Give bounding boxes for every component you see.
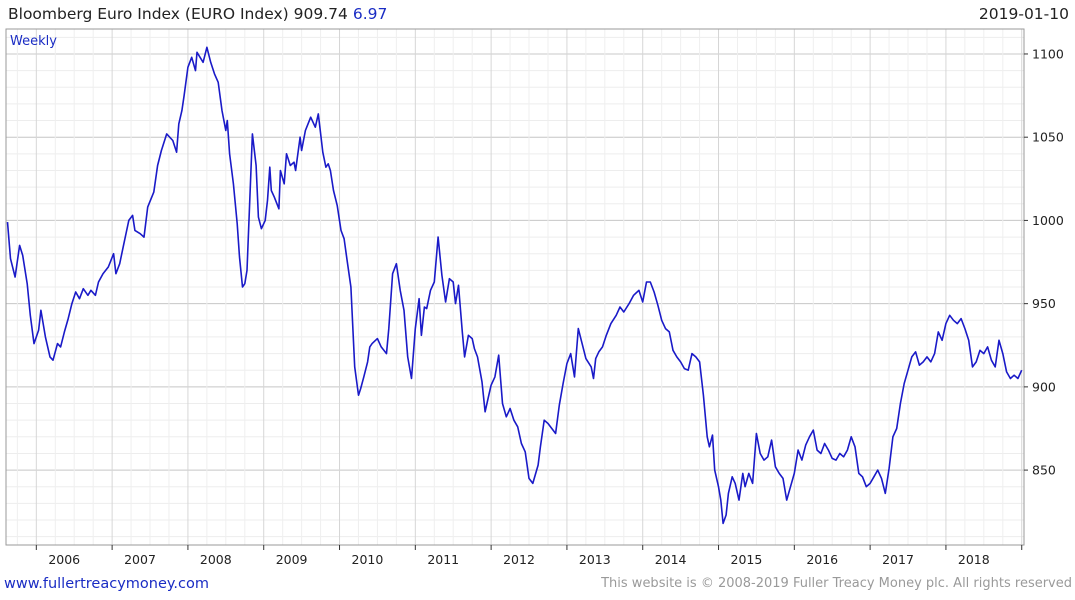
y-tick-label: 1100 (1032, 46, 1064, 61)
x-tick-label: 2016 (806, 552, 838, 567)
y-tick-label: 1000 (1032, 213, 1064, 228)
y-axis: 850 900 950 1000 1050 1100 (1024, 46, 1064, 478)
series-line (6, 46, 1023, 525)
x-axis: 2006 2007 2008 2009 2010 2011 2012 2013 2014 2015… (35, 545, 1023, 567)
index-name: Bloomberg Euro Index (EURO Index) (8, 5, 289, 23)
y-tick-label: 1050 (1032, 130, 1064, 145)
website-link[interactable]: www.fullertreacymoney.com (4, 576, 209, 592)
x-tick-label: 2017 (882, 552, 914, 567)
change-value: 6.97 (352, 5, 388, 23)
last-value: 909.74 (293, 5, 348, 23)
x-tick-label: 2010 (352, 552, 384, 567)
chart-date: 2019-01-10 (978, 5, 1069, 23)
x-tick-label: 2007 (124, 552, 156, 567)
x-tick-label: 2012 (503, 552, 535, 567)
y-tick-label: 850 (1032, 463, 1056, 478)
x-tick-label: 2006 (48, 552, 80, 567)
frequency-label: Weekly (10, 34, 57, 49)
chart-title: Bloomberg Euro Index (EURO Index) 909.74… (8, 5, 387, 23)
x-tick-label: 2008 (200, 552, 232, 567)
y-tick-label: 950 (1032, 296, 1056, 311)
x-tick-label: 2009 (276, 552, 308, 567)
x-tick-label: 2011 (427, 552, 459, 567)
x-tick-label: 2014 (655, 552, 687, 567)
x-tick-label: 2015 (731, 552, 763, 567)
copyright-notice: This website is © 2008-2019 Fuller Treac… (601, 576, 1072, 591)
x-tick-label: 2013 (579, 552, 611, 567)
grid-lines (6, 29, 1024, 545)
x-tick-label: 2018 (958, 552, 990, 567)
y-tick-label: 900 (1032, 379, 1056, 394)
plot-frame (5, 28, 1025, 546)
